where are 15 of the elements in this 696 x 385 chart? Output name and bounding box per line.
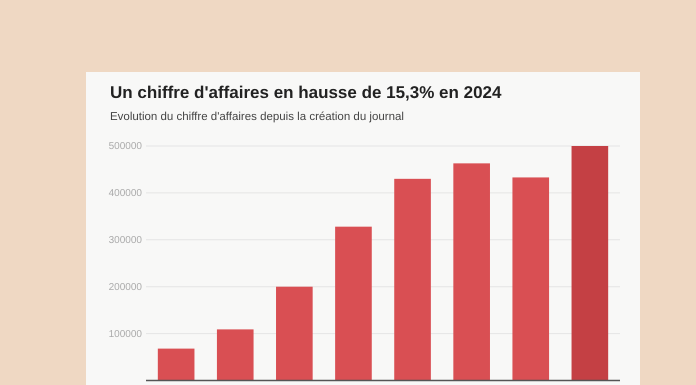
- bar: [394, 178, 431, 380]
- bar: [453, 163, 490, 380]
- y-tick-label: 300000: [108, 235, 142, 246]
- bar: [276, 286, 313, 380]
- chart-title: Un chiffre d'affaires en hausse de 15,3% en 2024: [110, 83, 502, 102]
- y-tick-label: 500000: [108, 141, 142, 152]
- bar: [335, 226, 372, 380]
- bar: [216, 329, 254, 380]
- bar: [512, 177, 550, 380]
- chart-subtitle: Evolution du chiffre d'affaires depuis la création du journal: [110, 111, 404, 123]
- y-tick-label: 200000: [108, 282, 142, 293]
- bar: [572, 146, 608, 380]
- y-tick-label: 400000: [108, 188, 142, 200]
- y-tick-label: 100000: [108, 328, 142, 340]
- bar: [158, 348, 194, 380]
